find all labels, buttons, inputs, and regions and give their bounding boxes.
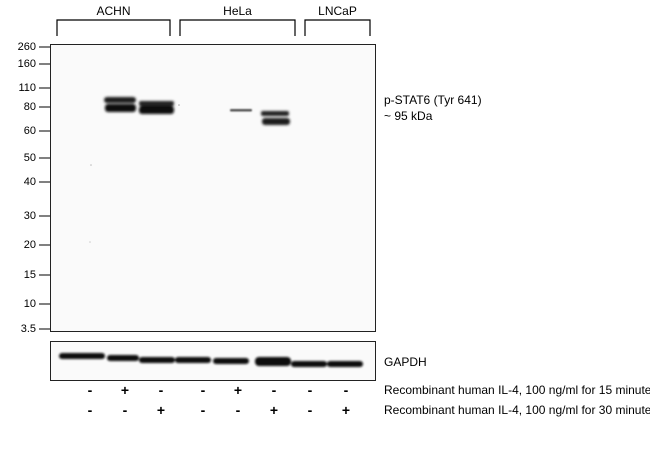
sign-30min-lane8: + bbox=[341, 402, 351, 418]
sign-30min-lane7: - bbox=[307, 402, 313, 418]
mw-marker-20: 20 bbox=[23, 239, 36, 251]
pstat6-bands bbox=[89, 97, 290, 243]
sign-15min-lane6: - bbox=[271, 382, 277, 398]
treatment-label-30min: Recombinant human IL-4, 100 ng/ml for 30… bbox=[384, 403, 650, 417]
mw-marker-80: 80 bbox=[23, 101, 36, 113]
sign-30min-lane5: - bbox=[235, 402, 241, 418]
sign-30min-lane2: - bbox=[122, 402, 128, 418]
mw-marker-50: 50 bbox=[23, 152, 36, 164]
mw-marker-10: 10 bbox=[23, 298, 36, 310]
cell-line-label-hela: HeLa bbox=[223, 4, 252, 18]
sign-15min-lane4: - bbox=[200, 382, 206, 398]
sign-30min-lane4: - bbox=[200, 402, 206, 418]
mw-marker-3.5: 3.5 bbox=[20, 323, 36, 335]
mw-marker-110: 110 bbox=[18, 82, 36, 94]
cell-line-label-lncap: LNCaP bbox=[318, 4, 357, 18]
mw-marker-40: 40 bbox=[23, 176, 36, 188]
target-label-line2: ~ 95 kDa bbox=[384, 109, 433, 123]
mw-marker-160: 160 bbox=[17, 58, 36, 70]
sign-30min-lane3: + bbox=[156, 402, 166, 418]
sign-15min-lane2: + bbox=[120, 382, 130, 398]
target-label-line1: p-STAT6 (Tyr 641) bbox=[384, 93, 482, 107]
sign-30min-lane1: - bbox=[87, 402, 93, 418]
sign-30min-lane6: + bbox=[269, 402, 279, 418]
western-blot-gapdh-panel bbox=[50, 341, 376, 381]
mw-marker-260: 260 bbox=[17, 41, 36, 53]
cell-line-label-achn: ACHN bbox=[96, 4, 131, 18]
mw-marker-15: 15 bbox=[23, 269, 36, 281]
western-blot-main-panel bbox=[50, 44, 376, 332]
sign-15min-lane5: + bbox=[233, 382, 243, 398]
treatment-label-15min: Recombinant human IL-4, 100 ng/ml for 15… bbox=[384, 383, 650, 397]
gapdh-bands bbox=[59, 353, 363, 367]
loading-control-label: GAPDH bbox=[384, 355, 427, 369]
sign-15min-lane3: - bbox=[158, 382, 164, 398]
sign-15min-lane7: - bbox=[307, 382, 313, 398]
sign-15min-lane8: - bbox=[343, 382, 349, 398]
mw-marker-60: 60 bbox=[23, 125, 36, 137]
sign-15min-lane1: - bbox=[87, 382, 93, 398]
mw-marker-30: 30 bbox=[23, 210, 36, 222]
